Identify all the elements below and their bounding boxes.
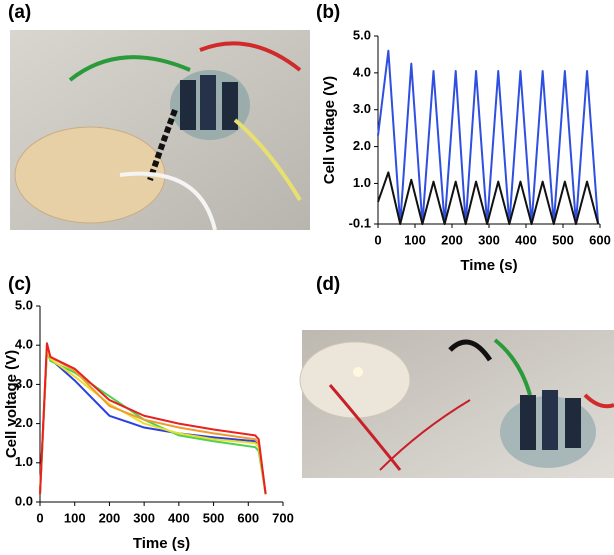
- y-tick-label: 0.0: [15, 493, 33, 508]
- y-tick-label: 1.0: [353, 175, 371, 190]
- y-tick-label: 4.0: [15, 337, 33, 352]
- y-tick-label: 1.0: [15, 454, 33, 469]
- x-tick-label: 100: [404, 232, 426, 247]
- data-line: [377, 171, 600, 225]
- y-tick-label: 2.0: [353, 138, 371, 153]
- y-tick-label: 4.0: [353, 64, 371, 79]
- y-tick-label: -0.1: [349, 215, 371, 230]
- data-line: [39, 342, 267, 495]
- x-tick-label: 0: [374, 232, 381, 247]
- y-tick-label: 5.0: [15, 297, 33, 312]
- y-tick-label: 5.0: [353, 27, 371, 42]
- x-tick-label: 500: [203, 510, 225, 525]
- photo-a: [10, 30, 310, 231]
- photo-d: [299, 330, 614, 478]
- x-tick-label: 200: [99, 510, 121, 525]
- x-tick-label: 600: [237, 510, 259, 525]
- panel-label: (c): [8, 274, 31, 295]
- y-axis-title: Cell voltage (V): [321, 76, 338, 184]
- y-tick-label: 3.0: [15, 376, 33, 391]
- x-tick-label: 600: [589, 232, 611, 247]
- x-tick-label: 500: [552, 232, 574, 247]
- x-tick-label: 100: [64, 510, 86, 525]
- panel-label: (a): [8, 2, 31, 23]
- x-tick-label: 300: [133, 510, 155, 525]
- x-axis-title: Time (s): [460, 257, 517, 274]
- x-tick-label: 0: [36, 510, 43, 525]
- panel-label: (d): [316, 274, 340, 295]
- x-axis-title: Time (s): [133, 535, 190, 552]
- data-line: [377, 49, 600, 225]
- x-tick-label: 400: [515, 232, 537, 247]
- y-axis-title: Cell voltage (V): [3, 350, 20, 458]
- panel-label: (b): [316, 2, 340, 23]
- y-tick-label: 3.0: [353, 101, 371, 116]
- x-tick-label: 300: [478, 232, 500, 247]
- x-tick-label: 700: [272, 510, 294, 525]
- x-tick-label: 400: [168, 510, 190, 525]
- y-tick-label: 2.0: [15, 415, 33, 430]
- x-tick-label: 200: [441, 232, 463, 247]
